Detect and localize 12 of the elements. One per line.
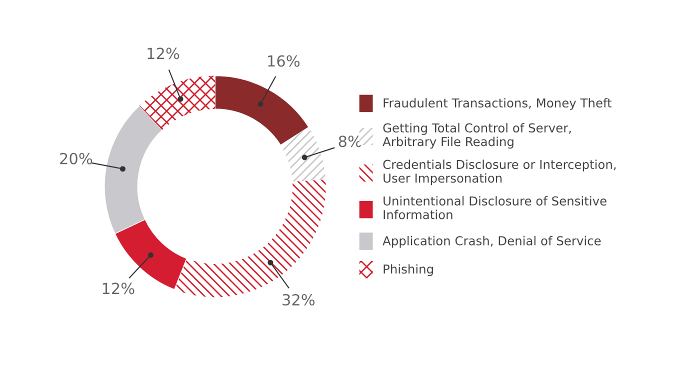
data-label: 12% xyxy=(148,48,180,60)
legend-label: Credentials Disclosure or Interception, User Impersonation xyxy=(383,160,616,186)
legend-label: Fraudulent Transactions, Money Theft xyxy=(384,98,612,110)
data-label: 16% xyxy=(268,55,300,67)
legend-label: Getting Total Control of Server, Arbitrary File Reading xyxy=(382,123,571,149)
legend-label: Unintentional Disclosure of Sensitive Information xyxy=(384,196,606,220)
data-label: 12% xyxy=(102,282,134,294)
legend-label: Phishing xyxy=(384,264,433,276)
data-label: 8% xyxy=(338,136,362,148)
data-label: 20% xyxy=(60,152,92,164)
data-label: 32% xyxy=(282,294,315,306)
legend-label: Application Crash, Denial of Service xyxy=(382,236,601,248)
